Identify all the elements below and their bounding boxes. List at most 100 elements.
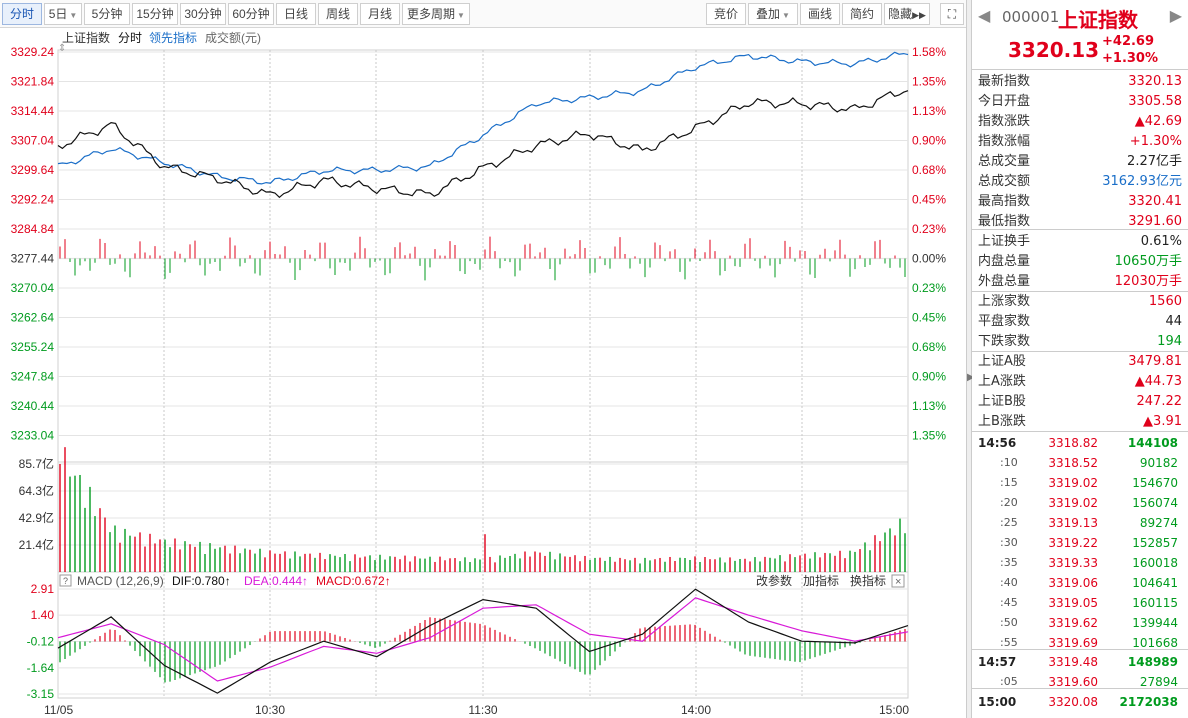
tool-button-2[interactable]: 画线	[800, 3, 840, 25]
legend-name: 上证指数	[62, 30, 110, 45]
tick-row: :35 3319.33 160018	[972, 553, 1188, 573]
dea-line	[57, 597, 909, 682]
tool-button-3[interactable]: 简约	[842, 3, 882, 25]
period-tab-3[interactable]: 15分钟	[132, 3, 178, 25]
macd-help-icon	[59, 574, 72, 587]
dropdown-caret-icon: ▼	[69, 11, 78, 20]
period-tab-5[interactable]: 60分钟	[228, 3, 274, 25]
stat-label: 总成交额	[978, 174, 1031, 189]
tick-volume: 148989	[1127, 655, 1178, 669]
volume-axis-label: 85.7亿	[19, 456, 54, 471]
macd-btn-add[interactable]: 加指标	[803, 573, 839, 588]
tool-button-1[interactable]: 叠加 ▼	[748, 3, 798, 25]
macd-btn-switch[interactable]: 换指标	[850, 573, 886, 588]
tick-row: :50 3319.62 139944	[972, 613, 1188, 633]
stat-row: 下跌家数 194	[972, 332, 1188, 352]
price-axis-label: 3255.24	[11, 340, 55, 354]
period-tab-label: 60分钟	[232, 7, 270, 21]
time-axis-label: 11:30	[468, 703, 497, 717]
price-change-pct: +1.30%	[1102, 51, 1158, 66]
tick-price: 3319.22	[1048, 536, 1098, 550]
tick-price: 3319.05	[1048, 596, 1098, 610]
period-tab-0[interactable]: 分时	[2, 3, 42, 25]
pct-axis-label: 0.23%	[912, 281, 946, 295]
stat-value: 247.22	[1136, 394, 1183, 409]
legend-leading: 领先指标	[149, 30, 197, 45]
stat-row: 指数涨幅 +1.30%	[972, 132, 1188, 152]
panel-divider	[972, 69, 1188, 70]
stat-value: 3291.60	[1128, 214, 1182, 229]
pct-axis-label: 0.45%	[912, 193, 946, 207]
period-tab-9[interactable]: 更多周期 ▼	[402, 3, 470, 25]
stat-value: 3320.13	[1128, 74, 1182, 89]
stat-label: 指数涨幅	[978, 134, 1031, 149]
stat-label: 指数涨跌	[978, 114, 1031, 129]
fullscreen-icon[interactable]: ⛶	[940, 3, 964, 25]
period-tab-4[interactable]: 30分钟	[180, 3, 226, 25]
next-stock-icon[interactable]: ▶	[1169, 6, 1182, 25]
dif-line	[57, 588, 909, 694]
price-axis-label: 3314.44	[11, 104, 55, 118]
period-tab-label: 5分钟	[91, 7, 123, 21]
stat-value: ▲42.69	[1134, 114, 1182, 129]
stat-value: ▲44.73	[1134, 374, 1182, 389]
price-axis-label: 3292.24	[11, 193, 55, 207]
macd-macd: MACD:0.672↑	[316, 574, 391, 588]
stat-label: 上涨家数	[978, 294, 1031, 309]
stat-row: 上A涨跌 ▲44.73	[972, 372, 1188, 392]
tool-button-label: 简约	[849, 7, 874, 21]
stat-label: 上B涨跌	[978, 414, 1026, 429]
tick-divider	[972, 649, 1188, 650]
stat-label: 上证换手	[978, 234, 1031, 249]
macd-btn-params[interactable]: 改参数	[756, 573, 792, 588]
collapse-arrow-icon[interactable]: ▶	[967, 372, 975, 383]
tick-row: 14:56 3318.82 144108	[972, 433, 1188, 453]
price-axis-label: 3277.44	[11, 252, 55, 266]
prev-stock-icon[interactable]: ◀	[978, 6, 991, 25]
tick-time: :15	[1000, 476, 1018, 489]
period-tab-2[interactable]: 5分钟	[84, 3, 130, 25]
tick-time: :40	[1000, 576, 1018, 589]
stat-value: 3479.81	[1128, 354, 1182, 369]
stat-value: 0.61%	[1140, 234, 1182, 249]
stat-row: 今日开盘 3305.58	[972, 92, 1188, 112]
stat-value: 3305.58	[1128, 94, 1182, 109]
macd-label: MACD (12,26,9)	[77, 574, 164, 588]
period-tab-8[interactable]: 月线	[360, 3, 400, 25]
price-axis-label: 3307.04	[11, 134, 55, 148]
period-toolbar: 分时 5日 ▼ 5分钟 15分钟 30分钟 60分钟 日线 周线 月线 更多周期 ▼ 竞价 叠加 ▼ 画线 简约…	[0, 0, 966, 28]
tick-row: :45 3319.05 160115	[972, 593, 1188, 613]
macd-close-glyph: ×	[895, 576, 901, 588]
tool-button-label: 画线	[807, 7, 832, 21]
tick-time: :05	[1000, 675, 1018, 688]
stat-row: 上涨家数 1560	[972, 292, 1188, 312]
intraday-chart: 3329.24 1.58% 3321.84 1.35% 3314.44 1.13% 3307…	[11, 30, 947, 717]
tick-time: 14:57	[978, 655, 1017, 669]
stat-row: 最高指数 3320.41	[972, 192, 1188, 212]
dropdown-caret-icon: ▼	[782, 11, 790, 20]
tool-button-0[interactable]: 竞价	[706, 3, 746, 25]
stat-label: 总成交量	[978, 154, 1031, 169]
pct-axis-label: 1.58%	[912, 45, 946, 59]
tick-price: 3319.13	[1048, 516, 1098, 530]
stat-row: 总成交量 2.27亿手	[972, 152, 1188, 172]
pct-axis-label: 1.13%	[912, 399, 946, 413]
tool-button-4[interactable]: 隐藏▶▶	[884, 3, 930, 25]
period-tab-1[interactable]: 5日 ▼	[44, 3, 82, 25]
period-tab-label: 30分钟	[184, 7, 222, 21]
tick-price: 3319.69	[1048, 636, 1098, 650]
stat-row: 总成交额 3162.93亿元	[972, 172, 1188, 192]
stat-row: 平盘家数 44	[972, 312, 1188, 332]
pct-axis-label: 1.35%	[912, 75, 946, 89]
stat-row: 最低指数 3291.60	[972, 212, 1188, 232]
tick-divider	[972, 688, 1188, 689]
tick-time: :35	[1000, 556, 1018, 569]
panel-divider	[972, 351, 1188, 352]
panel-splitter[interactable]: ▶	[966, 0, 975, 718]
tick-price: 3318.82	[1048, 436, 1098, 450]
period-tab-6[interactable]: 日线	[276, 3, 316, 25]
pct-axis-label: 1.35%	[912, 429, 946, 443]
period-tab-7[interactable]: 周线	[318, 3, 358, 25]
pct-axis-label: 0.00%	[912, 252, 946, 266]
tick-price: 3319.60	[1048, 675, 1098, 689]
